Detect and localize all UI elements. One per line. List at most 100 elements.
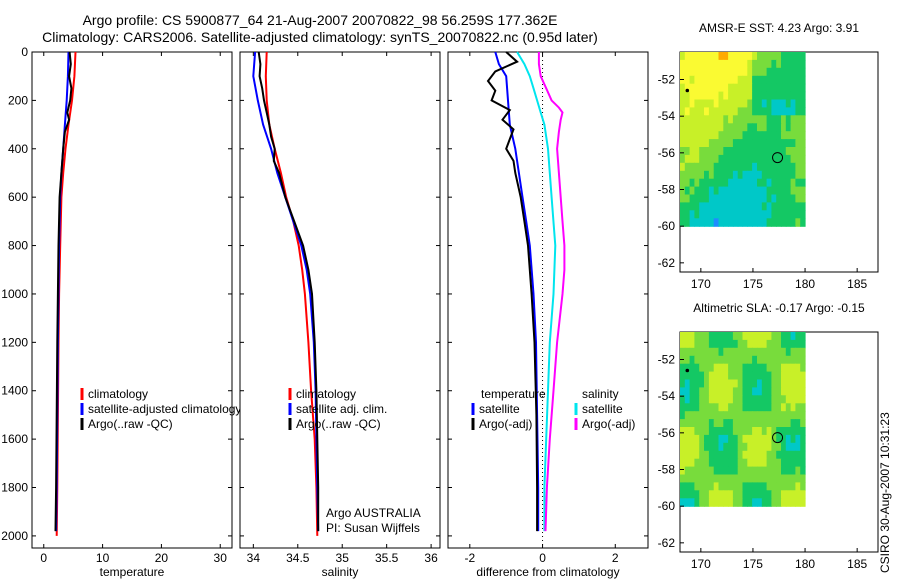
heatmap-cell (790, 115, 796, 124)
heatmap-cell (747, 218, 753, 227)
heatmap-cell (708, 379, 715, 388)
heatmap-cell (737, 371, 744, 381)
x-tick-label: 175 (743, 277, 763, 291)
heatmap-cell (689, 442, 695, 452)
heatmap-cell (761, 202, 768, 211)
heatmap-cell (708, 178, 715, 188)
heatmap-cell (781, 332, 787, 341)
heatmap-cell (684, 52, 691, 61)
heatmap-cell (728, 202, 734, 211)
annotation-text: Argo AUSTRALIA (326, 506, 421, 520)
heatmap-cell (742, 218, 748, 227)
heatmap-cell (723, 498, 729, 507)
heatmap-cell (708, 450, 715, 460)
plot-frame (31, 51, 233, 549)
heatmap-cell (800, 115, 806, 124)
heatmap-cell (713, 115, 720, 124)
heatmap-cell (785, 52, 792, 61)
heatmap-cell (795, 379, 801, 388)
heatmap-cell (718, 83, 724, 93)
heatmap-cell (776, 107, 782, 116)
heatmap-cell (771, 450, 777, 460)
heatmap-cell (728, 387, 734, 396)
heatmap-cell (694, 178, 700, 188)
heatmap-cell (699, 332, 705, 341)
heatmap-cell (757, 52, 763, 61)
y-tick-label: 800 (8, 239, 28, 253)
heatmap-cell (684, 339, 691, 349)
y-tick-label: -54 (658, 109, 676, 123)
heatmap-cell (737, 139, 744, 148)
heatmap-cell (699, 387, 705, 396)
heatmap-cell (776, 450, 782, 460)
y-tick-label: -58 (658, 463, 676, 477)
heatmap-cell (723, 52, 729, 61)
heatmap-cell (785, 83, 792, 93)
heatmap-cell (723, 387, 729, 396)
heatmap-cell (704, 178, 710, 188)
heatmap-cell (694, 107, 700, 116)
heatmap-cell (766, 427, 772, 436)
heatmap-cell (761, 115, 768, 124)
heatmap-cell (718, 139, 724, 148)
heatmap-cell (728, 458, 734, 468)
heatmap-cell (728, 450, 734, 460)
heatmap-cell (790, 339, 796, 349)
profile-location-marker (772, 152, 784, 164)
heatmap-cell (684, 395, 691, 404)
heatmap-cell (781, 194, 787, 203)
heatmap-cell (718, 363, 724, 373)
heatmap-cell (680, 202, 686, 211)
heatmap-cell (747, 178, 753, 188)
y-tick-label: -52 (658, 353, 676, 367)
heatmap-cell (708, 355, 715, 365)
heatmap-cell (718, 442, 724, 452)
heatmap-cell (718, 379, 724, 388)
heatmap-cell (684, 411, 691, 420)
heatmap-cell (704, 83, 710, 93)
heatmap-cell (694, 347, 700, 357)
series-line (486, 51, 539, 532)
heatmap-cell (723, 339, 729, 349)
heatmap-cell (790, 474, 796, 483)
heatmap-cell (704, 347, 710, 357)
heatmap-cell (728, 210, 734, 219)
heatmap-cell (742, 498, 748, 507)
heatmap-cell (723, 115, 729, 124)
heatmap-cell (689, 498, 695, 507)
heatmap-cell (761, 450, 768, 460)
heatmap-cell (742, 162, 748, 172)
x-tick-label: 0 (40, 551, 47, 565)
heatmap-cell (694, 490, 700, 499)
heatmap-cell (785, 442, 792, 452)
legend-header: temperature (481, 387, 546, 401)
heatmap-cell (771, 458, 777, 468)
heatmap-cell (757, 498, 763, 507)
heatmap-cell (699, 107, 705, 116)
heatmap-cell (781, 170, 787, 180)
heatmap-cell (800, 403, 806, 412)
heatmap-cell (708, 170, 715, 180)
heatmap-cell (766, 379, 772, 388)
legend-label: Argo(..raw -QC) (88, 417, 173, 431)
heatmap-cell (785, 67, 792, 77)
heatmap-cell (713, 427, 720, 436)
heatmap-cell (737, 450, 744, 460)
heatmap-cell (732, 403, 739, 412)
heatmap-cell (708, 107, 715, 116)
heatmap-cell (785, 419, 792, 428)
heatmap-cell (747, 202, 753, 211)
heatmap-cell (776, 218, 782, 227)
heatmap-cell (766, 442, 772, 452)
heatmap-cell (800, 170, 806, 180)
heatmap-cell (766, 123, 772, 132)
heatmap-cell (684, 67, 691, 77)
heatmap-cell (732, 458, 739, 468)
heatmap-cell (732, 123, 739, 132)
heatmap-cell (761, 371, 768, 381)
heatmap-cell (781, 178, 787, 188)
heatmap-cell (752, 59, 758, 69)
heatmap-cell (747, 99, 753, 108)
heatmap-cell (776, 115, 782, 124)
heatmap-cell (781, 139, 787, 148)
